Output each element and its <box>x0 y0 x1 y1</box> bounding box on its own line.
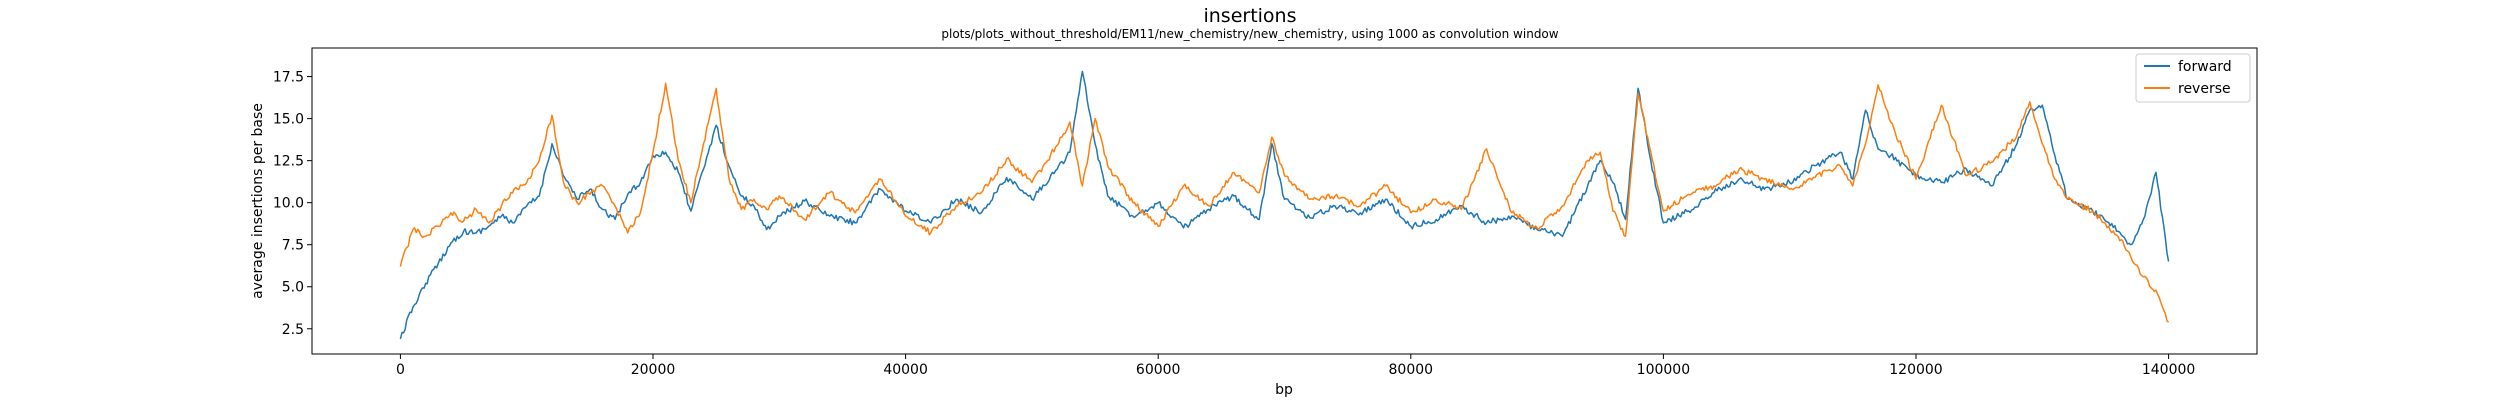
x-tick-label: 40000 <box>883 362 928 378</box>
y-tick-label: 12.5 <box>273 154 304 170</box>
x-tick-label: 120000 <box>1889 362 1942 378</box>
y-axis-label: average insertions per base <box>250 103 266 299</box>
y-tick-label: 5.0 <box>282 280 304 296</box>
x-tick-label: 100000 <box>1637 362 1690 378</box>
x-tick-label: 140000 <box>2142 362 2195 378</box>
x-tick-label: 60000 <box>1136 362 1181 378</box>
plot-lines <box>399 70 2170 340</box>
y-tick-label: 2.5 <box>282 322 304 338</box>
legend-label-reverse: reverse <box>2178 81 2231 97</box>
chart-title: insertions <box>1203 5 1296 27</box>
x-axis-label: bp <box>1275 382 1293 398</box>
x-tick-label: 0 <box>396 362 405 378</box>
x-tick-label: 80000 <box>1389 362 1434 378</box>
y-tick-label: 15.0 <box>273 112 304 128</box>
series-line-reverse <box>399 82 2170 323</box>
x-axis: 0 20000 40000 60000 80000 100000 120000 140000 <box>396 354 2195 378</box>
y-tick-label: 10.0 <box>273 196 304 212</box>
y-tick-label: 17.5 <box>273 70 304 86</box>
legend-label-forward: forward <box>2178 59 2232 75</box>
y-axis: 2.5 5.0 7.5 10.0 12.5 15.0 17.5 <box>273 70 312 338</box>
y-tick-label: 7.5 <box>282 238 304 254</box>
chart-subtitle: plots/plots_without_threshold/EM11/new_c… <box>941 27 1558 41</box>
legend: forward reverse <box>2135 53 2251 103</box>
plot-frame <box>311 47 2258 355</box>
x-tick-label: 20000 <box>631 362 676 378</box>
series-line-forward <box>399 70 2170 340</box>
